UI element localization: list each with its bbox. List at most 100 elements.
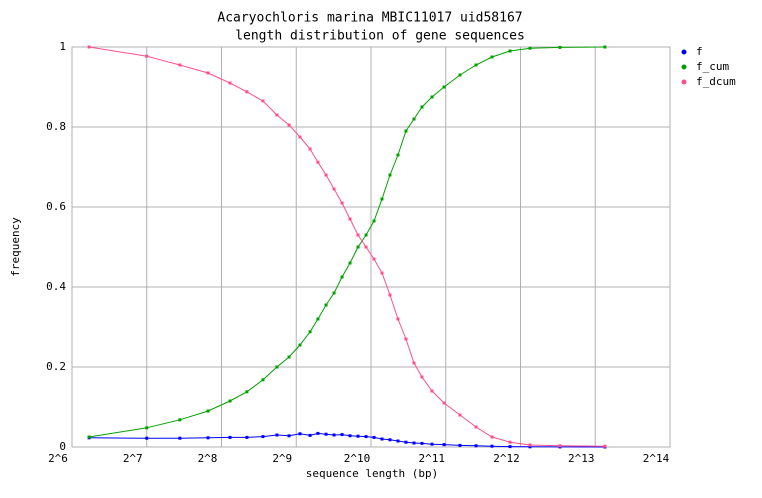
data-point: [340, 201, 344, 205]
data-point: [287, 123, 291, 127]
data-point: [308, 330, 312, 334]
data-point: [178, 436, 182, 440]
x-axis-label: sequence length (bp): [306, 467, 438, 480]
data-point: [316, 431, 320, 435]
data-point: [490, 444, 494, 448]
data-point: [420, 441, 424, 445]
data-point: [412, 117, 416, 121]
data-point: [245, 435, 249, 439]
data-point: [261, 99, 265, 103]
x-tick-label: 2^7: [123, 452, 143, 465]
data-point: [412, 441, 416, 445]
data-point: [332, 433, 336, 437]
data-point: [528, 445, 532, 449]
data-point: [442, 85, 446, 89]
data-point: [206, 409, 210, 413]
data-point: [206, 71, 210, 75]
data-point: [87, 435, 91, 439]
data-point: [348, 217, 352, 221]
data-point: [396, 317, 400, 321]
data-point: [508, 49, 512, 53]
data-point: [245, 90, 249, 94]
data-point: [324, 173, 328, 177]
data-point: [348, 434, 352, 438]
data-point: [404, 440, 408, 444]
data-point: [508, 445, 512, 449]
data-point: [298, 135, 302, 139]
data-point: [404, 129, 408, 133]
series-line: [89, 46, 605, 438]
data-point: [364, 435, 368, 439]
data-point: [324, 432, 328, 436]
data-point: [420, 105, 424, 109]
y-tick-label: 1: [59, 40, 66, 53]
x-tick-label: 2^12: [493, 452, 520, 465]
chart-subtitle: length distribution of gene sequences: [235, 29, 525, 44]
data-point: [490, 435, 494, 439]
data-point: [508, 440, 512, 444]
y-tick-label: 0.6: [46, 200, 66, 213]
data-point: [396, 153, 400, 157]
data-point: [308, 147, 312, 151]
x-tick-label: 2^6: [48, 452, 68, 465]
legend-marker: [681, 49, 687, 55]
data-point: [356, 245, 360, 249]
data-point: [348, 261, 352, 265]
data-point: [261, 378, 265, 382]
data-point: [340, 433, 344, 437]
data-point: [145, 426, 149, 430]
data-point: [404, 337, 408, 341]
legend-label: f: [696, 45, 703, 58]
legend-marker: [681, 64, 687, 70]
data-point: [380, 197, 384, 201]
data-point: [261, 435, 265, 439]
data-point: [412, 361, 416, 365]
data-point: [275, 113, 279, 117]
series-line: [89, 46, 605, 447]
data-point: [474, 425, 478, 429]
legend-marker: [681, 79, 687, 85]
x-tick-label: 2^9: [272, 452, 292, 465]
data-point: [178, 418, 182, 422]
x-tick-label: 2^13: [568, 452, 595, 465]
data-point: [245, 390, 249, 394]
data-point: [490, 55, 494, 59]
data-point: [316, 160, 320, 164]
data-point: [178, 63, 182, 67]
x-tick-label: 2^11: [419, 452, 446, 465]
data-point: [528, 46, 532, 50]
plot-frame: [71, 46, 671, 448]
data-point: [275, 433, 279, 437]
y-axis-label: frequency: [9, 217, 22, 277]
data-point: [380, 437, 384, 441]
data-point: [430, 442, 434, 446]
data-point: [372, 435, 376, 439]
data-point: [388, 173, 392, 177]
data-point: [603, 45, 607, 49]
data-point: [298, 343, 302, 347]
data-point: [420, 375, 424, 379]
data-point: [356, 434, 360, 438]
data-point: [430, 389, 434, 393]
data-point: [87, 45, 91, 49]
data-point: [372, 219, 376, 223]
data-point: [364, 233, 368, 237]
data-point: [316, 317, 320, 321]
data-point: [458, 73, 462, 77]
data-point: [388, 293, 392, 297]
y-tick-label: 0: [59, 440, 66, 453]
y-tick-label: 0.4: [46, 280, 66, 293]
data-point: [332, 187, 336, 191]
series-line: [89, 432, 605, 448]
data-point: [458, 443, 462, 447]
data-point: [356, 233, 360, 237]
data-point: [430, 95, 434, 99]
data-point: [458, 413, 462, 417]
x-tick-label: 2^10: [344, 452, 371, 465]
data-point: [372, 257, 376, 261]
data-point: [603, 444, 607, 448]
x-tick-label: 2^8: [198, 452, 218, 465]
data-point: [228, 435, 232, 439]
x-tick-label: 2^14: [643, 452, 670, 465]
